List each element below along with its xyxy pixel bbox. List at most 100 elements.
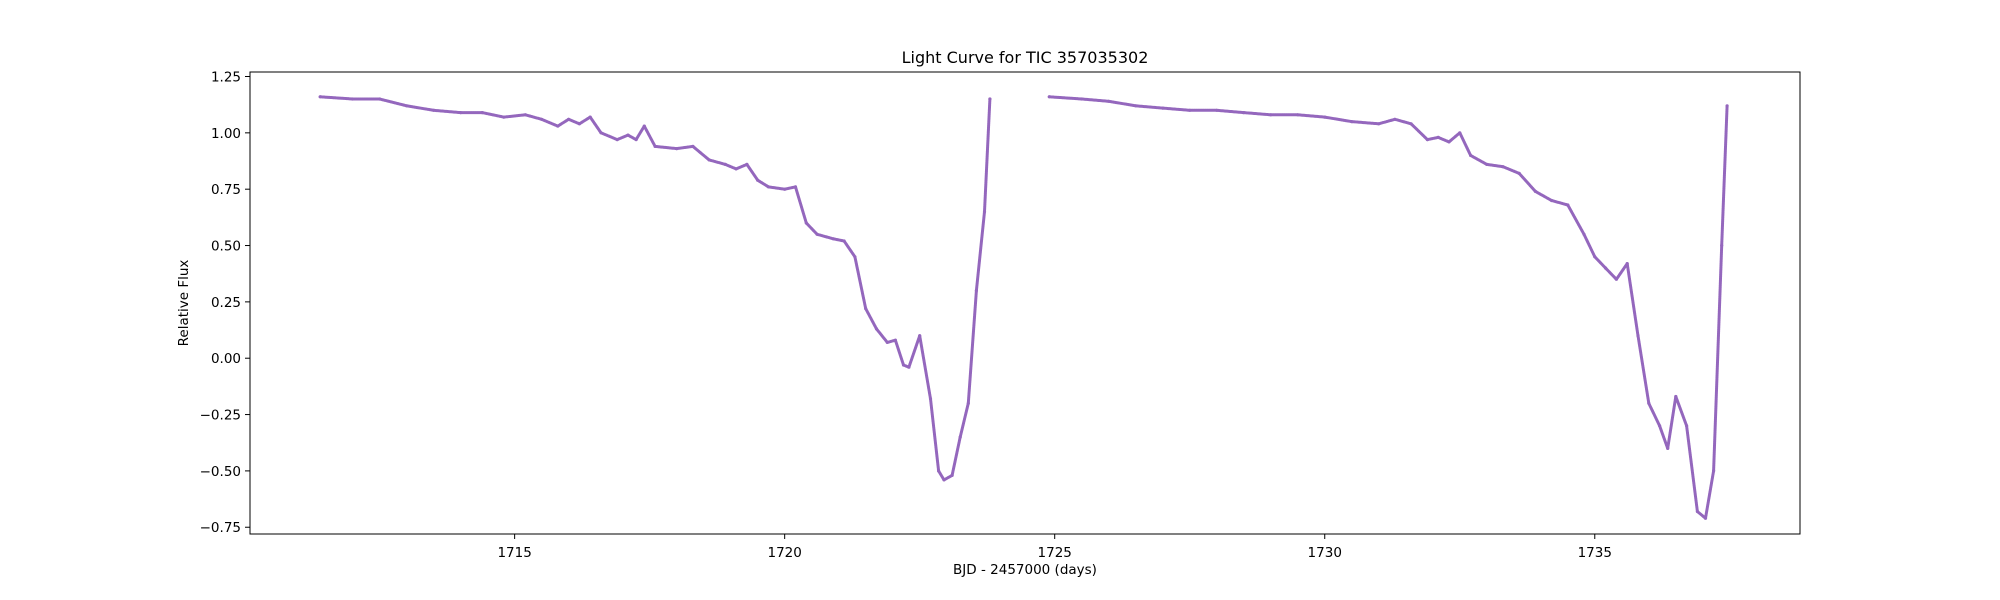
data-point xyxy=(378,97,382,101)
data-point xyxy=(918,334,922,338)
data-point xyxy=(901,363,906,367)
data-point xyxy=(1725,104,1729,108)
x-tick-label: 1715 xyxy=(497,545,531,561)
data-point xyxy=(432,108,436,112)
data-point xyxy=(588,115,592,119)
data-point xyxy=(540,117,544,121)
data-point xyxy=(874,327,879,331)
data-point xyxy=(1720,243,1724,248)
data-point xyxy=(1517,171,1521,175)
data-point xyxy=(864,307,868,311)
data-point xyxy=(1134,104,1138,108)
data-point xyxy=(1080,97,1084,101)
series-1-trace xyxy=(318,95,992,482)
data-point xyxy=(502,115,506,119)
data-point xyxy=(556,124,560,128)
data-point xyxy=(1188,108,1192,112)
data-point xyxy=(1636,334,1640,338)
data-point xyxy=(1447,140,1451,144)
data-point xyxy=(1242,111,1246,115)
y-tick-label: 0.50 xyxy=(211,239,241,255)
data-point xyxy=(815,232,819,236)
data-points xyxy=(318,95,1729,520)
data-point xyxy=(599,131,603,135)
y-tick-label: 0.00 xyxy=(211,351,241,367)
data-point xyxy=(942,478,946,482)
data-point xyxy=(1436,135,1440,139)
data-point xyxy=(1593,255,1597,259)
data-point xyxy=(318,95,322,99)
data-point xyxy=(1296,113,1300,117)
data-point xyxy=(1582,232,1586,236)
data-point xyxy=(1533,189,1537,193)
data-point xyxy=(459,111,463,115)
data-point xyxy=(1625,262,1629,266)
data-point xyxy=(988,97,992,101)
data-point xyxy=(783,187,787,191)
x-axis-ticks: 1715 1720 1725 1730 1735 xyxy=(497,534,1612,561)
data-point xyxy=(1604,266,1608,270)
y-tick-label: 0.25 xyxy=(211,295,241,311)
data-point xyxy=(1047,95,1051,99)
data-point xyxy=(950,473,954,477)
data-point xyxy=(351,97,355,101)
y-tick-label: 1.25 xyxy=(211,70,241,86)
data-point xyxy=(653,144,657,148)
data-point xyxy=(1685,424,1689,428)
data-point xyxy=(1550,198,1554,203)
data-point xyxy=(885,340,889,344)
x-tick-label: 1730 xyxy=(1308,545,1342,561)
y-tick-label: 0.75 xyxy=(211,182,241,198)
data-point xyxy=(974,289,979,293)
x-tick-label: 1720 xyxy=(767,545,801,561)
data-point xyxy=(958,435,962,439)
data-point xyxy=(756,178,760,182)
data-point xyxy=(1695,509,1699,514)
y-tick-label: 1.00 xyxy=(211,126,241,142)
data-point xyxy=(766,185,771,189)
data-point xyxy=(1501,165,1505,169)
data-point xyxy=(615,138,619,142)
data-point xyxy=(1161,106,1165,110)
data-point xyxy=(937,469,941,473)
data-point xyxy=(642,124,646,128)
data-point xyxy=(1703,516,1708,520)
data-point xyxy=(853,255,857,259)
y-tick-label: −0.50 xyxy=(200,464,241,480)
data-point xyxy=(1323,115,1327,119)
data-point xyxy=(523,113,528,117)
y-axis-ticks: −0.75 −0.50 −0.25 0.00 0.25 0.50 0.75 1.00 1.25 xyxy=(200,70,250,536)
data-point xyxy=(707,158,711,162)
data-point xyxy=(831,237,835,241)
data-point xyxy=(675,147,679,151)
y-tick-label: −0.75 xyxy=(200,520,241,536)
data-point xyxy=(1377,122,1381,126)
series-2-trace xyxy=(1047,95,1729,520)
data-point xyxy=(567,117,571,121)
data-point xyxy=(723,162,727,166)
plot-frame xyxy=(249,71,1801,535)
data-point xyxy=(793,185,798,189)
data-point xyxy=(1485,162,1489,166)
data-point xyxy=(1350,120,1354,124)
data-point xyxy=(405,104,409,108)
data-point xyxy=(1566,203,1570,207)
data-point xyxy=(842,239,846,243)
data-point xyxy=(745,162,749,166)
data-point xyxy=(734,167,738,171)
y-tick-label: −0.25 xyxy=(200,408,241,424)
data-point xyxy=(1393,117,1397,121)
x-tick-label: 1735 xyxy=(1578,545,1612,561)
data-point xyxy=(966,401,970,405)
x-tick-label: 1725 xyxy=(1038,545,1072,561)
data-point xyxy=(1469,153,1473,157)
data-point xyxy=(982,210,987,214)
data-point xyxy=(907,365,911,369)
data-point xyxy=(1269,113,1273,117)
y-axis-label: Relative Flux xyxy=(176,260,192,347)
chart-title: Light Curve for TIC 357035302 xyxy=(902,48,1149,67)
data-point xyxy=(577,122,582,126)
data-point xyxy=(1458,131,1462,135)
data-point xyxy=(1674,394,1678,399)
